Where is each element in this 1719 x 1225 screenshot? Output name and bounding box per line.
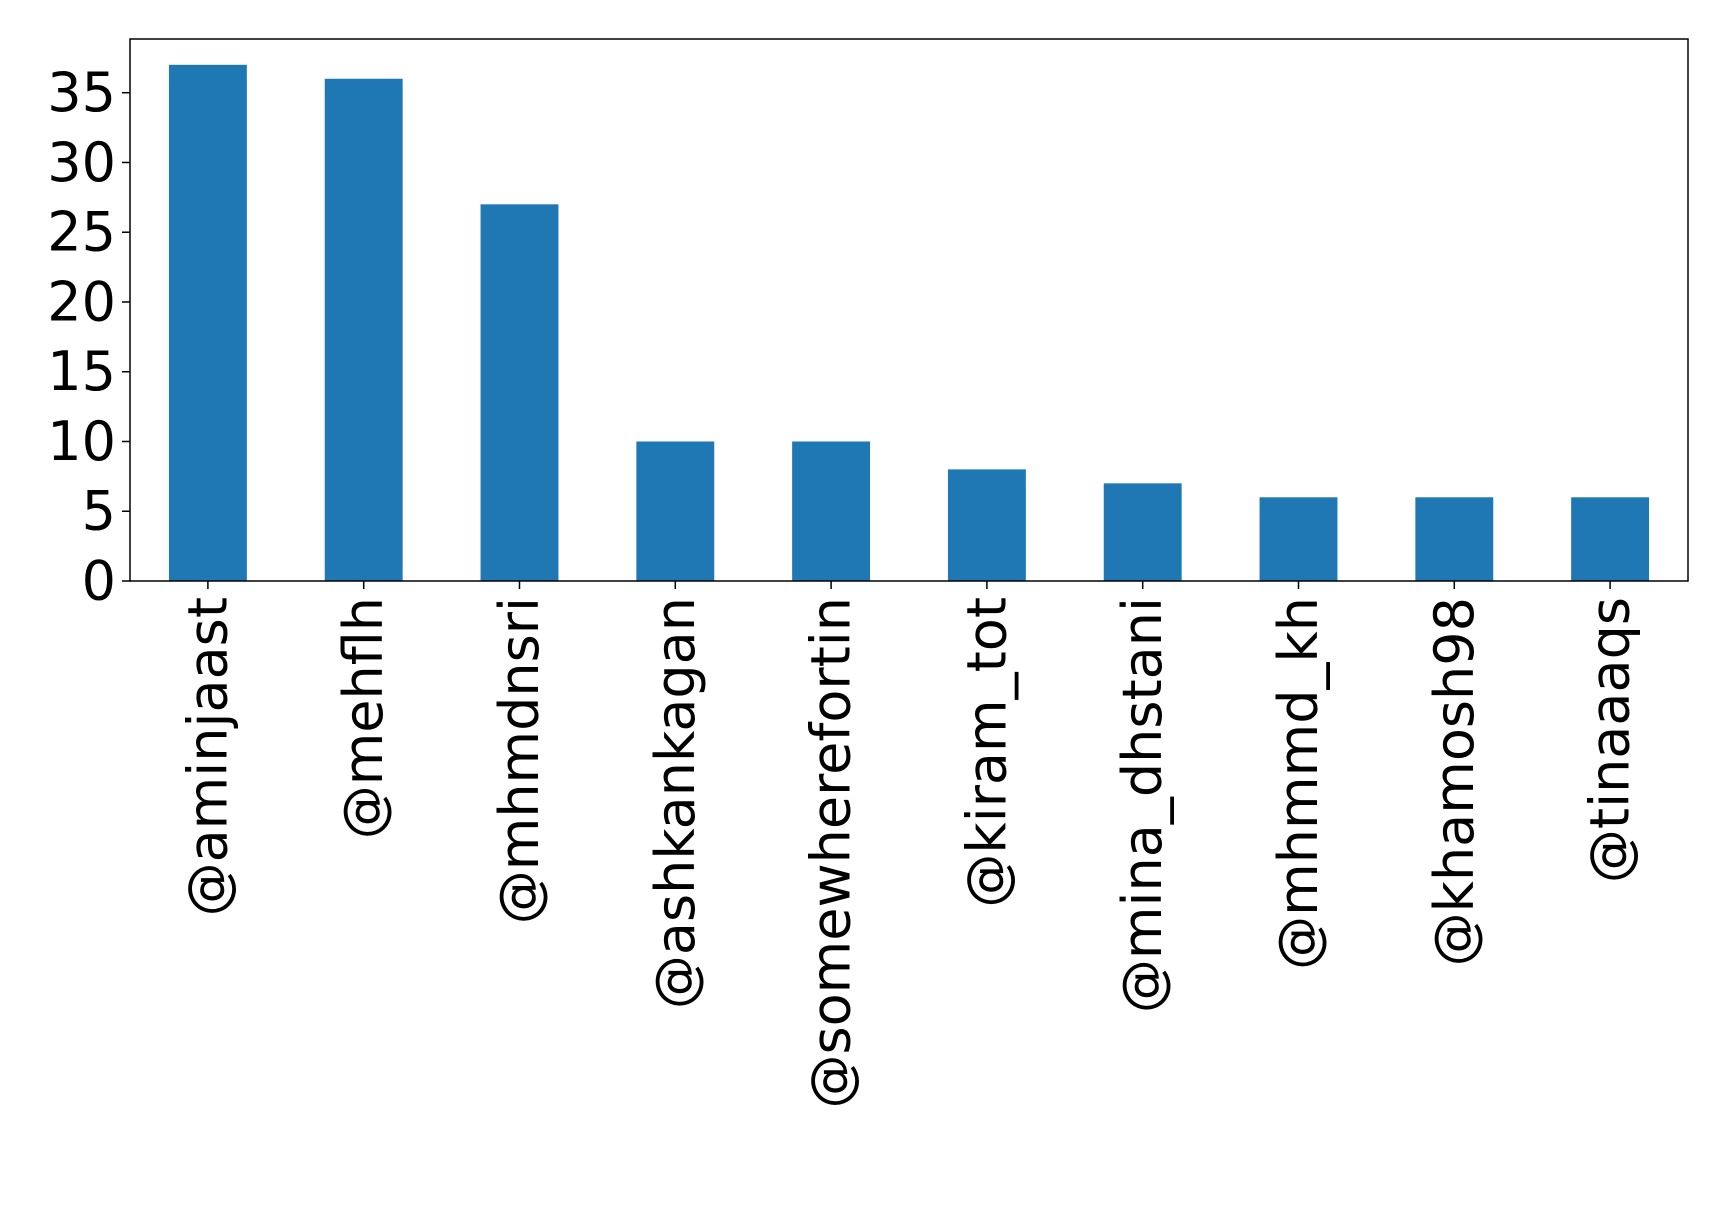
bar-ashkankagan [636, 441, 715, 581]
bar-mehflh [324, 78, 403, 581]
x-axis: @aminjaast @mehflh @mhmdnsri @ashkankagan @s… [176, 581, 1642, 1109]
y-tick-label: 10 [47, 410, 116, 473]
y-tick-label: 0 [82, 550, 116, 613]
x-tick-label: @mhmmd_kh [1267, 597, 1330, 970]
x-tick-label: @mehflh [332, 597, 395, 839]
y-tick-label: 15 [47, 340, 116, 403]
bar-aminjaast [168, 64, 247, 582]
y-tick-label: 20 [47, 270, 116, 333]
bars-group [168, 64, 1650, 582]
x-tick-label: @somewherefortin [800, 597, 863, 1109]
bar-khamosh98 [1415, 497, 1494, 581]
y-tick-label: 5 [82, 480, 116, 543]
x-tick-label: @mina_dhstani [1111, 597, 1174, 1013]
x-tick-label: @mhmdnsri [488, 597, 551, 924]
bar-mhmmdkh [1259, 497, 1338, 581]
x-tick-label: @ashkankagan [644, 597, 707, 1009]
bar-tinaaaqs [1571, 497, 1650, 581]
x-tick-label: @kiram_tot [955, 597, 1018, 908]
bar-somewherefortin [792, 441, 871, 581]
y-tick-label: 25 [47, 201, 116, 264]
bar-minadhstani [1103, 483, 1182, 581]
x-tick-label: @tinaaaqs [1579, 597, 1642, 883]
bar-mhmdnsri [480, 204, 559, 581]
plot-frame [129, 38, 1689, 582]
x-tick-label: @khamosh98 [1423, 597, 1486, 966]
x-tick-label: @aminjaast [176, 597, 239, 916]
y-tick-label: 35 [47, 61, 116, 124]
y-tick-label: 30 [47, 131, 116, 194]
bar-kiramtot [947, 469, 1026, 581]
